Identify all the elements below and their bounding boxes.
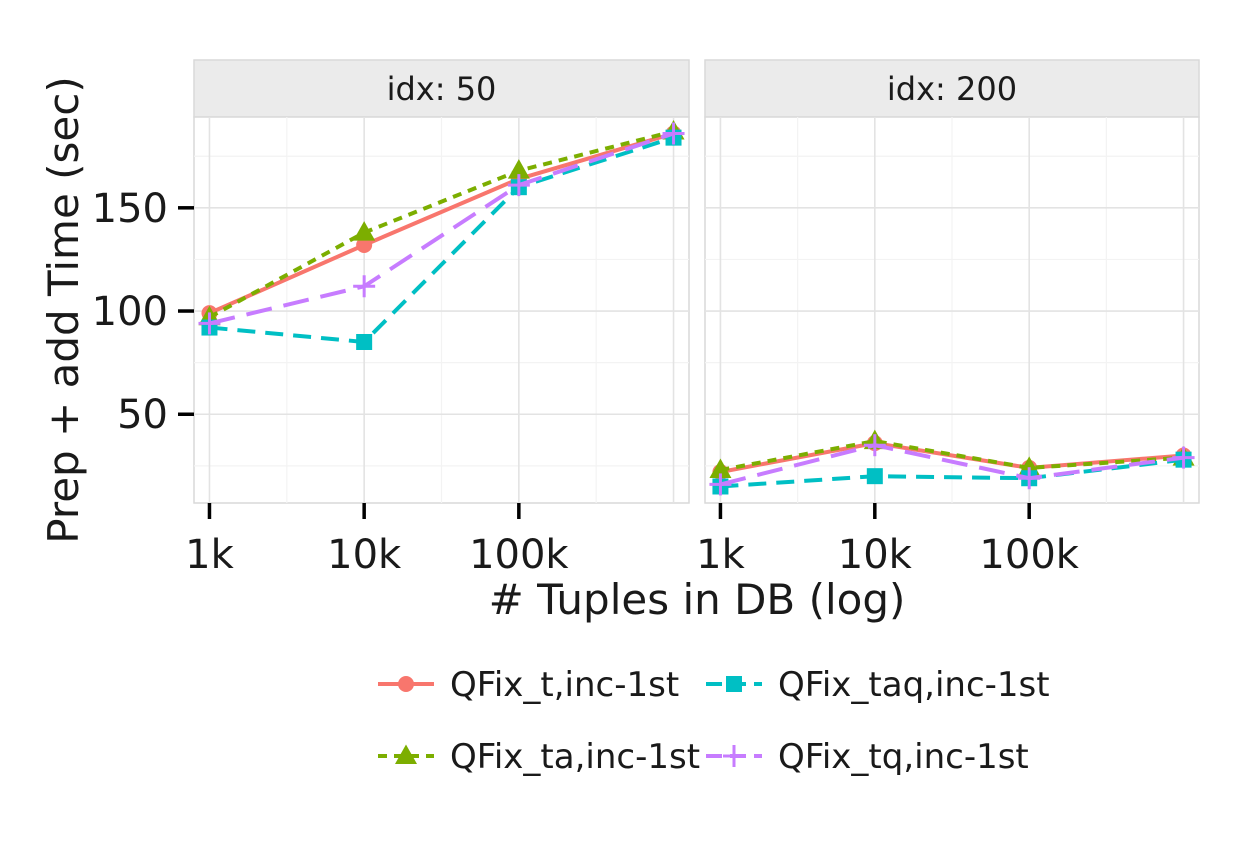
legend-item: QFix_taq,inc-1st bbox=[706, 665, 1050, 705]
legend-key-marker bbox=[723, 745, 745, 767]
legend-item: QFix_t,inc-1st bbox=[378, 665, 679, 705]
axis-layer: 1k 10k 100k 50 100 150 1k 10k 100k bbox=[92, 186, 1080, 578]
data-point bbox=[1018, 467, 1041, 490]
x-axis-title: # Tuples in DB (log) bbox=[489, 575, 906, 624]
data-point bbox=[507, 159, 530, 179]
legend-key-marker bbox=[726, 676, 742, 692]
series-line bbox=[209, 135, 675, 345]
data-point bbox=[709, 473, 732, 496]
series-qfix-tq-inc-1st bbox=[709, 434, 1195, 496]
x-tick-label: 10k bbox=[838, 532, 913, 578]
y-axis-title: Prep + add Time (sec) bbox=[39, 76, 88, 543]
y-tick-label: 100 bbox=[92, 289, 168, 335]
data-point bbox=[198, 312, 221, 335]
series-qfix-tq-inc-1st bbox=[198, 122, 685, 335]
facet-title: idx: 50 bbox=[387, 70, 497, 108]
legend: QFix_t,inc-1st QFix_taq,inc-1st QFix_ta,in… bbox=[378, 665, 1050, 777]
legend-label: QFix_taq,inc-1st bbox=[778, 665, 1050, 705]
facet-strip bbox=[704, 59, 1200, 118]
series-line bbox=[720, 439, 1184, 472]
series-line bbox=[209, 131, 675, 326]
series-line bbox=[720, 457, 1184, 489]
data-point bbox=[356, 333, 373, 350]
facets-layer: idx: 50 idx: 200 bbox=[193, 59, 1200, 504]
x-tick-label: 100k bbox=[979, 532, 1079, 578]
facet-panel-1: idx: 50 bbox=[193, 59, 690, 504]
legend-key-marker bbox=[398, 676, 414, 692]
legend-key-marker bbox=[395, 744, 417, 764]
legend-label: QFix_ta,inc-1st bbox=[450, 737, 700, 777]
data-point bbox=[662, 122, 685, 145]
data-point bbox=[709, 458, 732, 478]
facet-strip bbox=[193, 59, 690, 118]
x-tick-label: 1k bbox=[696, 532, 745, 578]
data-point bbox=[353, 275, 376, 298]
facet-panel-2: idx: 200 bbox=[704, 59, 1200, 504]
legend-item: QFix_ta,inc-1st bbox=[378, 737, 700, 777]
data-point bbox=[507, 174, 530, 197]
series-line bbox=[208, 131, 675, 315]
legend-item: QFix_tq,inc-1st bbox=[706, 737, 1029, 777]
y-tick-label: 150 bbox=[92, 186, 168, 232]
legend-label: QFix_t,inc-1st bbox=[450, 665, 679, 705]
data-point bbox=[863, 434, 886, 457]
data-point bbox=[356, 236, 373, 253]
x-tick-label: 10k bbox=[327, 532, 402, 578]
x-tick-label: 1k bbox=[185, 532, 234, 578]
series-line bbox=[208, 129, 674, 319]
data-point bbox=[866, 468, 883, 485]
legend-label: QFix_tq,inc-1st bbox=[778, 737, 1029, 777]
y-tick-label: 50 bbox=[117, 392, 168, 438]
data-point bbox=[1172, 446, 1195, 469]
facet-title: idx: 200 bbox=[887, 70, 1017, 108]
series-line bbox=[719, 443, 1184, 487]
x-tick-label: 100k bbox=[469, 532, 569, 578]
data-point bbox=[353, 221, 376, 241]
